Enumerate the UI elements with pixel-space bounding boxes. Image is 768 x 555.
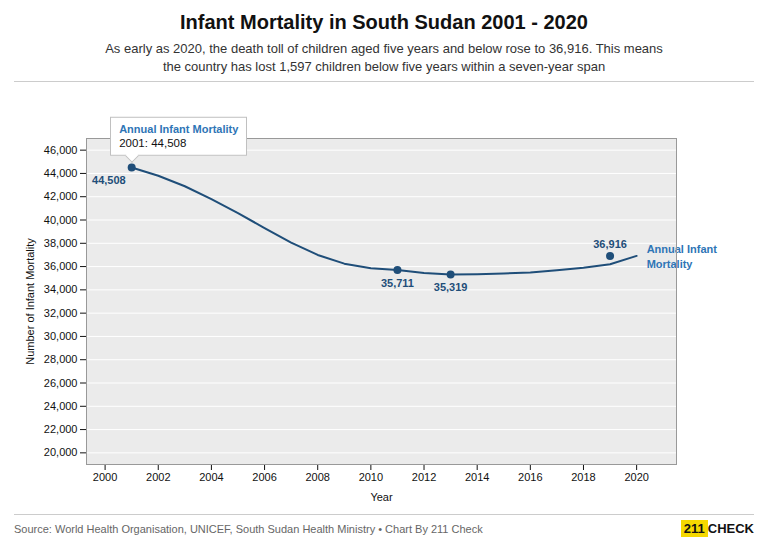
- html-text:211 CHECK: 211 CHECK: [683, 521, 754, 537]
- html-text:As early as 2020, the death to: As early as 2020, the death toll of chil…: [105, 41, 663, 56]
- svg-text:30,000: 30,000: [44, 330, 78, 342]
- svg-text:Year: Year: [370, 491, 393, 503]
- svg-text:46,000: 46,000: [44, 144, 78, 156]
- svg-text:Annual InfantMortality: Annual InfantMortality: [647, 243, 718, 269]
- html-text:2001: 44,508: 2001: 44,508: [119, 137, 187, 150]
- svg-text:2002: 2002: [146, 471, 170, 483]
- svg-text:32,000: 32,000: [44, 307, 78, 319]
- svg-text:2018: 2018: [571, 471, 595, 483]
- svg-text:36,916: 36,916: [593, 238, 627, 250]
- svg-text:42,000: 42,000: [44, 190, 78, 202]
- svg-text:2010: 2010: [359, 471, 383, 483]
- svg-text:2020: 2020: [624, 471, 648, 483]
- svg-text:2016: 2016: [518, 471, 542, 483]
- svg-text:2012: 2012: [412, 471, 436, 483]
- svg-text:44,508: 44,508: [92, 174, 126, 186]
- svg-text:2004: 2004: [199, 471, 223, 483]
- html-text:Annual Infant Mortality: Annual Infant Mortality: [119, 122, 239, 135]
- svg-text:2000: 2000: [93, 471, 117, 483]
- svg-text:2008: 2008: [305, 471, 329, 483]
- svg-text:24,000: 24,000: [44, 400, 78, 412]
- svg-text:40,000: 40,000: [44, 214, 78, 226]
- svg-text:35,319: 35,319: [434, 281, 468, 293]
- svg-text:34,000: 34,000: [44, 283, 78, 295]
- svg-text:28,000: 28,000: [44, 353, 78, 365]
- svg-text:35,711: 35,711: [381, 277, 414, 289]
- svg-text:20,000: 20,000: [44, 446, 78, 458]
- html-text:Infant Mortality in South Suda: Infant Mortality in South Sudan 2001 - 2…: [180, 11, 588, 33]
- svg-text:44,000: 44,000: [44, 167, 78, 179]
- html-text:Source: World Health Organisat: Source: World Health Organisation, UNICE…: [14, 522, 483, 535]
- svg-text:26,000: 26,000: [44, 377, 78, 389]
- svg-text:2014: 2014: [465, 471, 489, 483]
- svg-text:2006: 2006: [252, 471, 276, 483]
- svg-text:Number of Infant Mortality: Number of Infant Mortality: [24, 238, 36, 365]
- svg-text:38,000: 38,000: [44, 237, 78, 249]
- svg-text:22,000: 22,000: [44, 423, 78, 435]
- svg-text:36,000: 36,000: [44, 260, 78, 272]
- html-text:the country has lost 1,597 chi: the country has lost 1,597 children belo…: [162, 58, 606, 74]
